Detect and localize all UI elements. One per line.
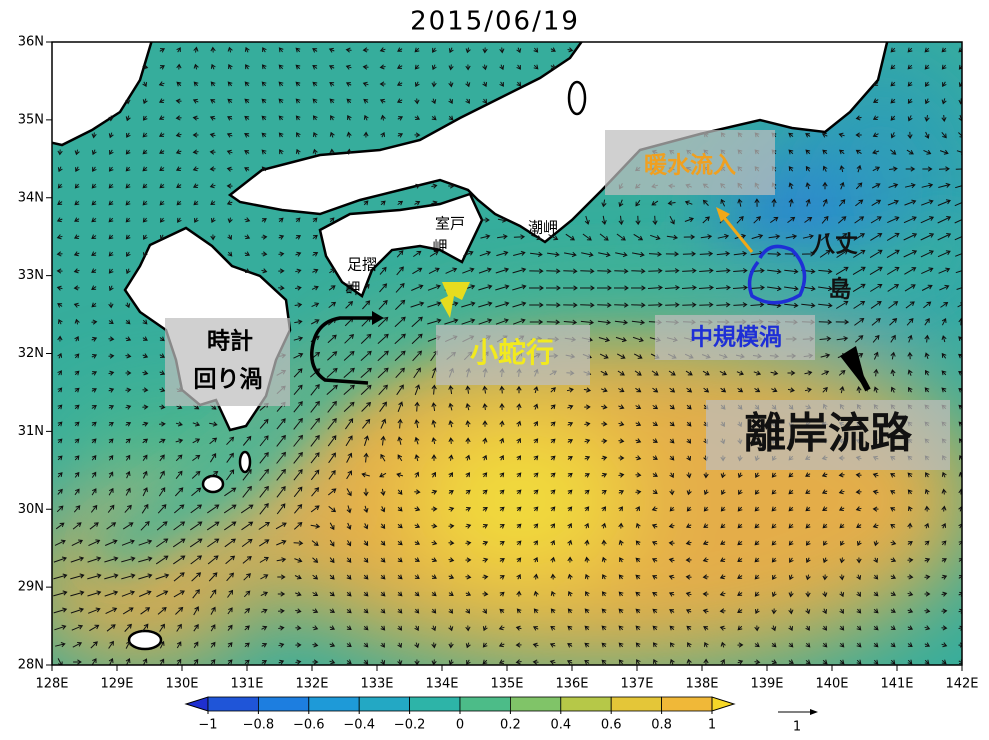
label: 離岸流路: [744, 409, 913, 458]
place-label: 足摺: [347, 256, 377, 274]
colorbar-label: 0.6: [601, 718, 622, 733]
annotations: 時計 回り渦 小蛇行 暖水流入 中規模渦 離岸流路 足摺 岬 室戸 岬 潮岬 八…: [165, 130, 950, 470]
y-tick-label: 32N: [18, 346, 44, 361]
place-label: 室戸: [435, 215, 465, 233]
label: 回り渦: [194, 367, 263, 393]
label-box: [655, 315, 815, 360]
x-tick-label: 133E: [360, 677, 393, 692]
y-tick-label: 33N: [18, 268, 44, 283]
x-tick-label: 135E: [490, 677, 523, 692]
y-tick-label: 36N: [18, 35, 44, 50]
y-tick-label: 28N: [18, 658, 44, 673]
x-tick-label: 132E: [295, 677, 328, 692]
y-tick-label: 34N: [18, 190, 44, 205]
label: 小蛇行: [470, 336, 554, 369]
x-tick-label: 138E: [685, 677, 718, 692]
colorbar-end: [184, 696, 209, 712]
colorbar-label: 0.4: [550, 718, 571, 733]
colorbar-cell: [358, 696, 411, 712]
vector-scale-label: 1: [793, 720, 801, 735]
colorbar-cell: [257, 696, 310, 712]
colorbar-label: 0: [456, 718, 464, 733]
y-tick-label: 35N: [18, 112, 44, 127]
label-box: [436, 325, 590, 385]
y-tick-label: 31N: [18, 424, 44, 439]
label: 中規模渦: [690, 325, 782, 351]
label: 暖水流入: [644, 152, 736, 179]
place-label: 八丈: [812, 232, 858, 258]
label-box: [165, 318, 290, 406]
colorbar-label: −1: [198, 718, 217, 733]
x-tick-label: 134E: [425, 677, 458, 692]
colorbar-end: [711, 696, 736, 712]
colorbar-cell: [459, 696, 511, 712]
x-tick-label: 136E: [555, 677, 588, 692]
label-box: [706, 400, 950, 470]
place-label: 岬: [345, 280, 360, 298]
y-tick-label: 29N: [18, 580, 44, 595]
colorbar-cell: [207, 696, 259, 712]
x-tick-label: 137E: [620, 677, 653, 692]
label: 時計: [207, 328, 253, 355]
y-tick-label: 30N: [18, 502, 44, 517]
x-tick-label: 141E: [880, 677, 913, 692]
place-label: 潮岬: [528, 219, 558, 237]
x-tick-label: 142E: [945, 677, 978, 692]
colorbar: −1 −0.8 −0.6 −0.4 −0.2 0 0.2 0.4 0.6 0.8 1: [184, 696, 736, 733]
colorbar-cell: [409, 696, 461, 712]
place-label: 岬: [432, 238, 447, 256]
colorbar-cell: [610, 696, 663, 712]
colorbar-label: −0.4: [343, 718, 375, 733]
colorbar-cell: [509, 696, 562, 712]
colorbar-label: −0.2: [394, 718, 426, 733]
colorbar-label: 1: [708, 718, 716, 733]
x-tick-label: 128E: [35, 677, 68, 692]
colorbar-label: 0.8: [651, 718, 672, 733]
colorbar-label: 0.2: [500, 718, 521, 733]
x-tick-label: 139E: [750, 677, 783, 692]
colorbar-cell: [560, 696, 612, 712]
colorbar-cell: [308, 696, 360, 712]
colorbar-label: −0.6: [293, 718, 325, 733]
x-tick-label: 130E: [165, 677, 198, 692]
x-tick-label: 129E: [100, 677, 133, 692]
map-title: 2015/06/19: [410, 7, 580, 37]
place-label: 島: [829, 276, 852, 303]
axes: 128E 129E 130E 131E 132E 133E 134E 135E 136E 137E…: [18, 35, 979, 692]
x-tick-label: 140E: [815, 677, 848, 692]
x-tick-label: 131E: [230, 677, 263, 692]
label-box: [605, 130, 775, 195]
vector-scale: 1: [778, 709, 818, 735]
land: [52, 42, 889, 651]
colorbar-label: −0.8: [243, 718, 275, 733]
annotation-shapes: [310, 207, 871, 392]
colorbar-cell: [661, 696, 713, 712]
